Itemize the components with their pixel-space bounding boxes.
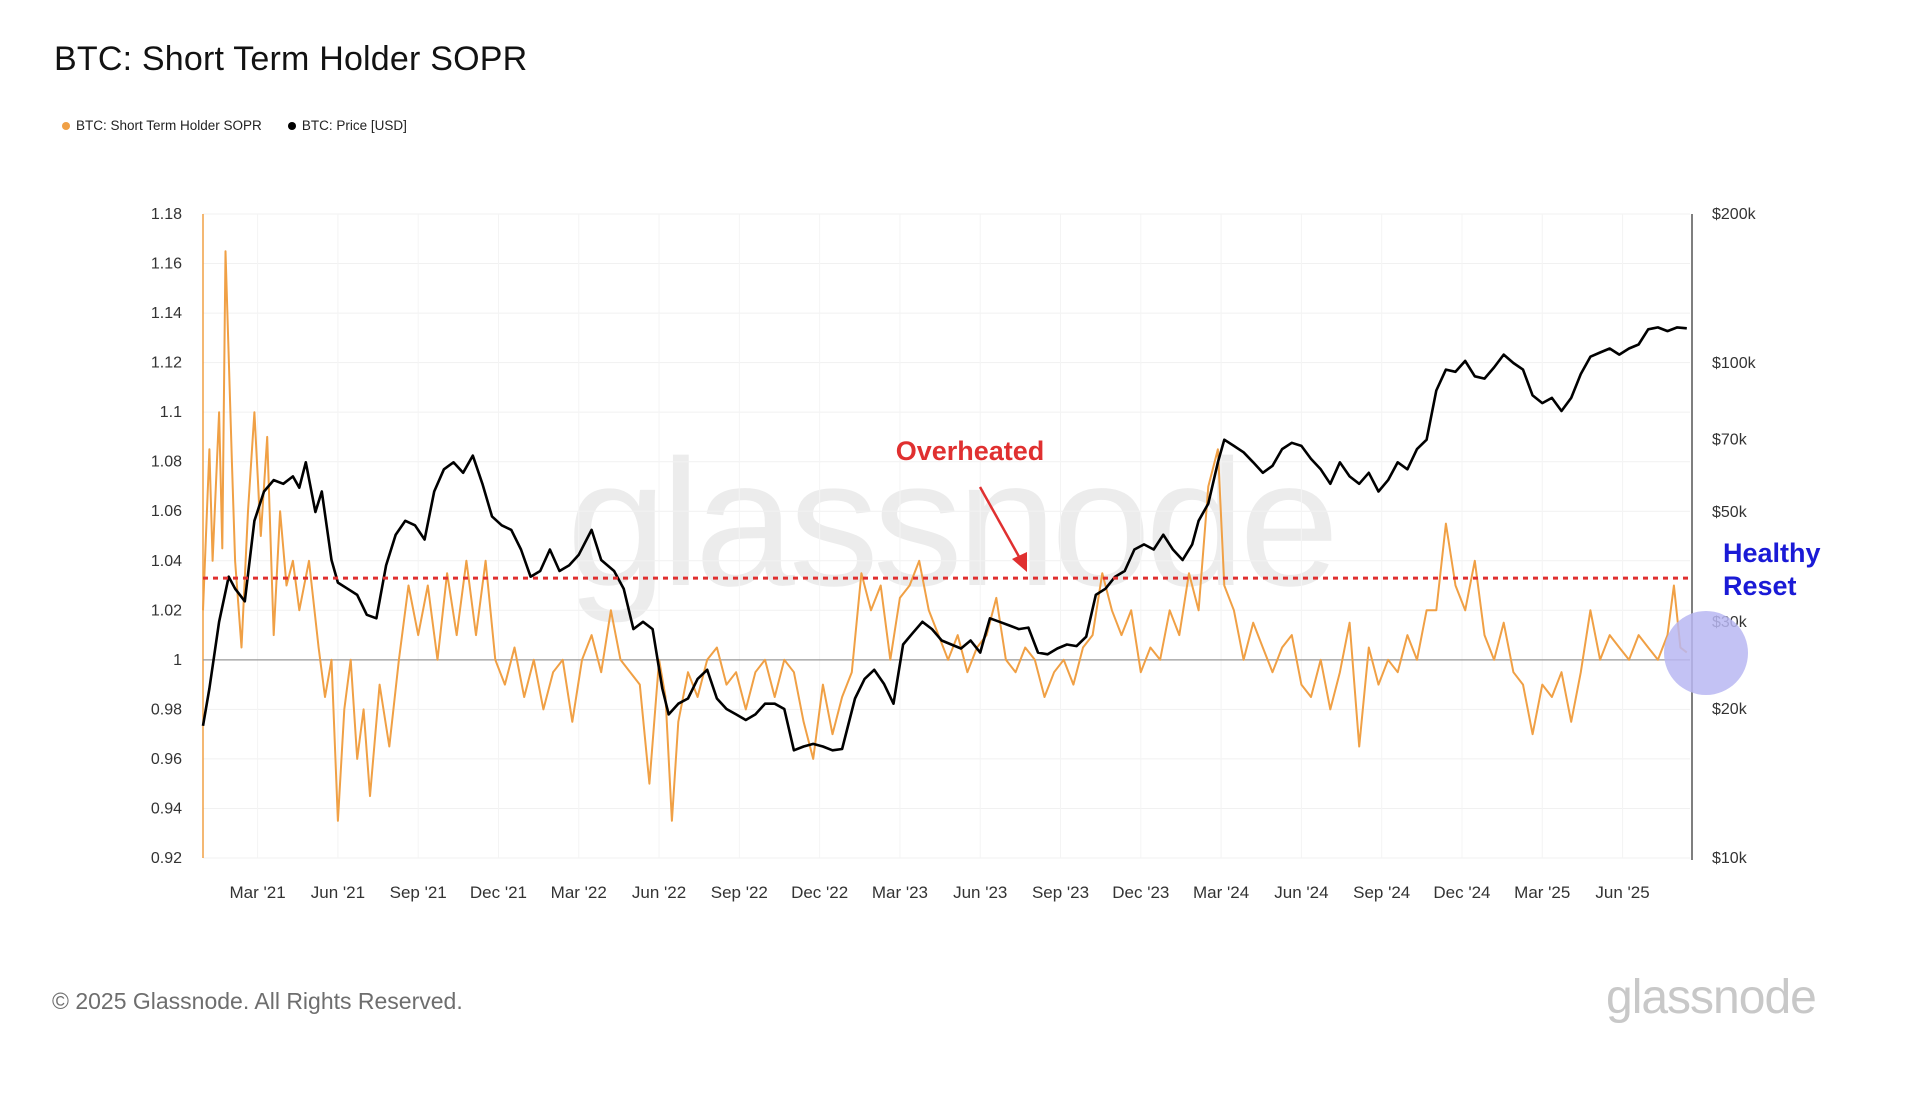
grid (202, 213, 1693, 860)
x-tick-label: Jun '24 (1274, 883, 1328, 902)
annotations: Overheated Healthy Reset (203, 436, 1821, 695)
left-tick-label: 1 (173, 652, 182, 669)
overheated-label: Overheated (896, 436, 1045, 466)
x-tick-label: Sep '21 (390, 883, 447, 902)
left-tick-label: 0.98 (151, 701, 182, 718)
x-tick-label: Jun '23 (953, 883, 1007, 902)
x-tick-label: Jun '25 (1595, 883, 1649, 902)
left-tick-label: 1.04 (151, 553, 182, 570)
x-tick-label: Mar '24 (1193, 883, 1249, 902)
left-tick-label: 0.94 (151, 800, 182, 817)
x-tick-label: Jun '21 (311, 883, 365, 902)
right-tick-label: $70k (1712, 432, 1748, 449)
right-tick-label: $50k (1712, 504, 1748, 521)
x-tick-label: Mar '21 (230, 883, 286, 902)
x-tick-label: Sep '24 (1353, 883, 1410, 902)
overheated-arrow (978, 486, 1024, 563)
left-tick-label: 1.02 (151, 602, 182, 619)
left-axis: 1.18 1.16 1.14 1.12 1.1 1.08 1.06 1.04 1.02 1 0.98… (151, 206, 182, 867)
series-line-price (201, 326, 1687, 752)
brand-logo: glassnode (1606, 971, 1817, 1024)
right-tick-label: $10k (1712, 850, 1748, 867)
x-tick-label: Dec '24 (1433, 883, 1490, 902)
legend-dot-price (287, 121, 296, 130)
left-tick-label: 1.16 (151, 256, 182, 273)
healthy-reset-label-line1: Healthy (1723, 538, 1821, 568)
x-tick-label: Dec '22 (791, 883, 848, 902)
series-group (201, 250, 1688, 822)
right-tick-label: $20k (1712, 701, 1748, 718)
copyright-footer: © 2025 Glassnode. All Rights Reserved. (52, 988, 463, 1014)
overheated-arrowhead (1012, 552, 1027, 572)
right-axis: $200k$100k$70k$50k$30k$20k$10k (1712, 206, 1757, 867)
series-line-sopr (202, 250, 1688, 822)
legend-item-price[interactable]: BTC: Price [USD] (287, 118, 407, 133)
x-tick-label: Mar '23 (872, 883, 928, 902)
legend-item-sopr[interactable]: BTC: Short Term Holder SOPR (62, 118, 262, 133)
left-tick-label: 0.96 (151, 751, 182, 768)
x-tick-label: Dec '21 (470, 883, 527, 902)
x-tick-label: Mar '25 (1514, 883, 1570, 902)
healthy-reset-label-line2: Reset (1723, 571, 1797, 601)
legend-label-price: BTC: Price [USD] (301, 118, 407, 133)
x-tick-label: Dec '23 (1112, 883, 1169, 902)
legend-label-sopr: BTC: Short Term Holder SOPR (76, 118, 262, 133)
x-tick-label: Sep '23 (1032, 883, 1089, 902)
right-tick-label: $200k (1712, 206, 1757, 223)
left-tick-label: 1.06 (151, 503, 182, 520)
left-tick-label: 1.14 (151, 305, 182, 322)
right-tick-label: $100k (1712, 355, 1757, 372)
left-tick-label: 1.1 (160, 404, 182, 421)
legend: BTC: Short Term Holder SOPR BTC: Price [… (62, 118, 407, 133)
x-tick-label: Mar '22 (551, 883, 607, 902)
x-tick-label: Jun '22 (632, 883, 686, 902)
left-tick-label: 0.92 (151, 850, 182, 867)
x-tick-label: Sep '22 (711, 883, 768, 902)
healthy-reset-highlight (1664, 611, 1748, 695)
left-tick-label: 1.18 (151, 206, 182, 223)
watermark: glassnode (567, 423, 1334, 624)
legend-dot-sopr (62, 121, 70, 130)
x-axis: Mar '21 Jun '21 Sep '21 Dec '21 Mar '22 Jun '… (230, 883, 1650, 902)
chart-title: BTC: Short Term Holder SOPR (54, 40, 528, 78)
left-tick-label: 1.08 (151, 454, 182, 471)
left-tick-label: 1.12 (151, 355, 182, 372)
